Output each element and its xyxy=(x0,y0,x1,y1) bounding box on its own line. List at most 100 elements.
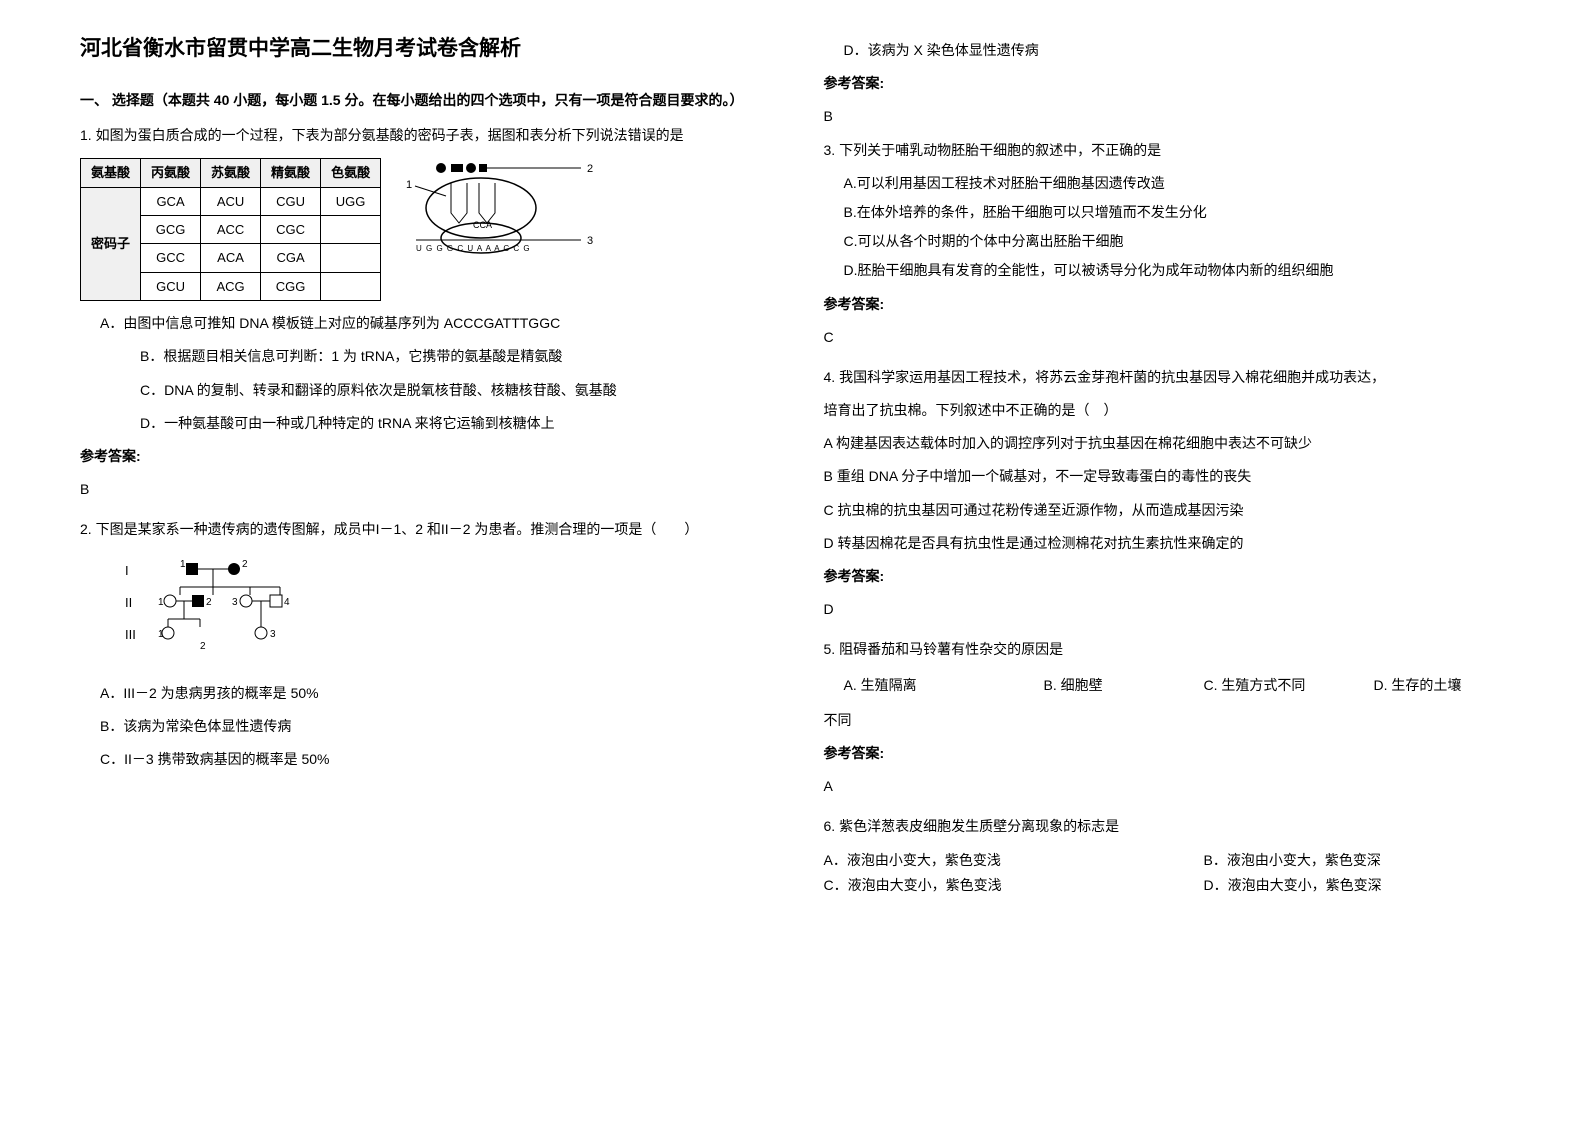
q2-opt-d: D．该病为 X 染色体显性遗传病 xyxy=(844,38,1508,63)
th-trp: 色氨酸 xyxy=(321,159,381,187)
q4-opt-d: D 转基因棉花是否具有抗虫性是通过检测棉花对抗生素抗性来确定的 xyxy=(824,531,1508,556)
gen-2-label: II xyxy=(125,595,132,610)
cell: GCU xyxy=(141,272,201,300)
cell: ACA xyxy=(201,244,261,272)
th-ala: 丙氨酸 xyxy=(141,159,201,187)
q4-opt-b: B 重组 DNA 分子中增加一个碱基对，不一定导致毒蛋白的毒性的丧失 xyxy=(824,464,1508,489)
q1-opt-c: C．DNA 的复制、转录和翻译的原料依次是脱氧核苷酸、核糖核苷酸、氨基酸 xyxy=(140,378,764,403)
svg-text:3: 3 xyxy=(270,629,276,640)
q6-opt-d: D．液泡由大变小，紫色变深 xyxy=(1204,873,1382,898)
q2-answer-label: 参考答案: xyxy=(824,71,1508,96)
question-1: 1. 如图为蛋白质合成的一个过程，下表为部分氨基酸的密码子表，据图和表分析下列说… xyxy=(80,123,764,502)
q1-opt-a: A．由图中信息可推知 DNA 模板链上对应的碱基序列为 ACCCGATTTGGC xyxy=(100,311,764,336)
q2-opt-a: A．III－2 为患病男孩的概率是 50% xyxy=(100,681,764,706)
question-6: 6. 紫色洋葱表皮细胞发生质壁分离现象的标志是 A．液泡由小变大，紫色变浅 B．… xyxy=(824,814,1508,898)
pedigree-diagram: I II III 1 2 1 2 xyxy=(120,557,764,665)
svg-text:1: 1 xyxy=(180,559,186,570)
label-3: 3 xyxy=(587,235,593,247)
cell: GCC xyxy=(141,244,201,272)
q4-answer: D xyxy=(824,597,1508,622)
cell: ACC xyxy=(201,215,261,243)
cell: ACG xyxy=(201,272,261,300)
question-3: 3. 下列关于哺乳动物胚胎干细胞的叙述中，不正确的是 A.可以利用基因工程技术对… xyxy=(824,138,1508,350)
cell: UGG xyxy=(321,187,381,215)
q5-opt-b: B. 细胞壁 xyxy=(1044,673,1204,698)
section-1-title: 一、 选择题（本题共 40 小题，每小题 1.5 分。在每小题给出的四个选项中，… xyxy=(80,88,764,113)
q4-text-p1: 4. 我国科学家运用基因工程技术，将苏云金芽孢杆菌的抗虫基因导入棉花细胞并成功表… xyxy=(824,365,1508,390)
codon-table: 氨基酸 丙氨酸 苏氨酸 精氨酸 色氨酸 密码子 GCA ACU CGU UGG … xyxy=(80,158,381,301)
cell: GCA xyxy=(141,187,201,215)
th-thr: 苏氨酸 xyxy=(201,159,261,187)
q1-options: A．由图中信息可推知 DNA 模板链上对应的碱基序列为 ACCCGATTTGGC… xyxy=(100,311,764,436)
svg-text:1: 1 xyxy=(158,629,164,640)
svg-text:2: 2 xyxy=(206,597,212,608)
q6-text: 6. 紫色洋葱表皮细胞发生质壁分离现象的标志是 xyxy=(824,814,1508,839)
cell: CGA xyxy=(261,244,321,272)
svg-text:1: 1 xyxy=(158,597,164,608)
cell xyxy=(321,215,381,243)
q5-answer: A xyxy=(824,774,1508,799)
svg-text:3: 3 xyxy=(232,597,238,608)
q5-opt-a: A. 生殖隔离 xyxy=(844,673,1044,698)
q2-text: 2. 下图是某家系一种遗传病的遗传图解，成员中I－1、2 和II－2 为患者。推… xyxy=(80,517,764,542)
ribosome-diagram: 2 1 CCA U G G G C U A A A C C G 3 xyxy=(401,158,601,268)
label-1: 1 xyxy=(406,179,412,191)
q4-opt-a: A 构建基因表达载体时加入的调控序列对于抗虫基因在棉花细胞中表达不可缺少 xyxy=(824,431,1508,456)
svg-text:2: 2 xyxy=(242,559,248,570)
th-aa: 氨基酸 xyxy=(81,159,141,187)
left-column: 河北省衡水市留贯中学高二生物月考试卷含解析 一、 选择题（本题共 40 小题，每… xyxy=(50,30,794,1092)
row-label: 密码子 xyxy=(81,187,141,301)
q5-text: 5. 阻碍番茄和马铃薯有性杂交的原因是 xyxy=(824,637,1508,662)
q2-opt-b: B．该病为常染色体显性遗传病 xyxy=(100,714,764,739)
th-arg: 精氨酸 xyxy=(261,159,321,187)
q3-opt-c: C.可以从各个时期的个体中分离出胚胎干细胞 xyxy=(844,229,1508,254)
right-column: D．该病为 X 染色体显性遗传病 参考答案: B 3. 下列关于哺乳动物胚胎干细… xyxy=(794,30,1538,1092)
q1-text: 1. 如图为蛋白质合成的一个过程，下表为部分氨基酸的密码子表，据图和表分析下列说… xyxy=(80,123,764,148)
question-4: 4. 我国科学家运用基因工程技术，将苏云金芽孢杆菌的抗虫基因导入棉花细胞并成功表… xyxy=(824,365,1508,623)
q1-opt-d: D．一种氨基酸可由一种或几种特定的 tRNA 来将它运输到核糖体上 xyxy=(140,411,764,436)
q1-opt-b: B．根据题目相关信息可判断：1 为 tRNA，它携带的氨基酸是精氨酸 xyxy=(140,344,764,369)
table-row: 密码子 GCA ACU CGU UGG xyxy=(81,187,381,215)
question-5: 5. 阻碍番茄和马铃薯有性杂交的原因是 A. 生殖隔离 B. 细胞壁 C. 生殖… xyxy=(824,637,1508,799)
cell: ACU xyxy=(201,187,261,215)
q1-answer: B xyxy=(80,477,764,502)
q2-answer: B xyxy=(824,104,1508,129)
q3-opt-a: A.可以利用基因工程技术对胚胎干细胞基因遗传改造 xyxy=(844,171,1508,196)
cell xyxy=(321,244,381,272)
q3-answer-label: 参考答案: xyxy=(824,292,1508,317)
q5-extra: 不同 xyxy=(824,708,1508,733)
q3-opt-d: D.胚胎干细胞具有发育的全能性，可以被诱导分化为成年动物体内新的组织细胞 xyxy=(844,258,1508,283)
q5-opt-c: C. 生殖方式不同 xyxy=(1204,673,1374,698)
label-2: 2 xyxy=(587,163,593,175)
q4-answer-label: 参考答案: xyxy=(824,564,1508,589)
q6-opt-c: C．液泡由大变小，紫色变浅 xyxy=(824,873,1204,898)
svg-text:4: 4 xyxy=(284,597,290,608)
codon-label: CCA xyxy=(473,220,492,230)
question-2: 2. 下图是某家系一种遗传病的遗传图解，成员中I－1、2 和II－2 为患者。推… xyxy=(80,517,764,772)
q4-text-p2: 培育出了抗虫棉。下列叙述中不正确的是（ ） xyxy=(824,398,1508,423)
gen-1-label: I xyxy=(125,563,129,578)
q3-text: 3. 下列关于哺乳动物胚胎干细胞的叙述中，不正确的是 xyxy=(824,138,1508,163)
cell: CGG xyxy=(261,272,321,300)
q1-answer-label: 参考答案: xyxy=(80,444,764,469)
q5-opt-d: D. 生存的土壤 xyxy=(1374,673,1462,698)
q5-answer-label: 参考答案: xyxy=(824,741,1508,766)
mrna-bases: U G G G C U A A A C C G xyxy=(416,244,531,253)
q6-opt-b: B．液泡由小变大，紫色变深 xyxy=(1204,848,1381,873)
q4-opt-c: C 抗虫棉的抗虫基因可通过花粉传递至近源作物，从而造成基因污染 xyxy=(824,498,1508,523)
q6-opt-a: A．液泡由小变大，紫色变浅 xyxy=(824,848,1204,873)
page-title: 河北省衡水市留贯中学高二生物月考试卷含解析 xyxy=(80,30,764,68)
gen-3-label: III xyxy=(125,627,136,642)
q5-options: A. 生殖隔离 B. 细胞壁 C. 生殖方式不同 D. 生存的土壤 xyxy=(844,673,1508,698)
cell xyxy=(321,272,381,300)
cell: CGU xyxy=(261,187,321,215)
table-header-row: 氨基酸 丙氨酸 苏氨酸 精氨酸 色氨酸 xyxy=(81,159,381,187)
q3-opt-b: B.在体外培养的条件，胚胎干细胞可以只增殖而不发生分化 xyxy=(844,200,1508,225)
q2-options: A．III－2 为患病男孩的概率是 50% B．该病为常染色体显性遗传病 C．I… xyxy=(100,681,764,773)
q3-answer: C xyxy=(824,325,1508,350)
q1-table-and-figure: 氨基酸 丙氨酸 苏氨酸 精氨酸 色氨酸 密码子 GCA ACU CGU UGG … xyxy=(80,158,764,301)
cell: CGC xyxy=(261,215,321,243)
q2-opt-c: C．II－3 携带致病基因的概率是 50% xyxy=(100,747,764,772)
svg-text:2: 2 xyxy=(200,641,206,652)
cell: GCG xyxy=(141,215,201,243)
